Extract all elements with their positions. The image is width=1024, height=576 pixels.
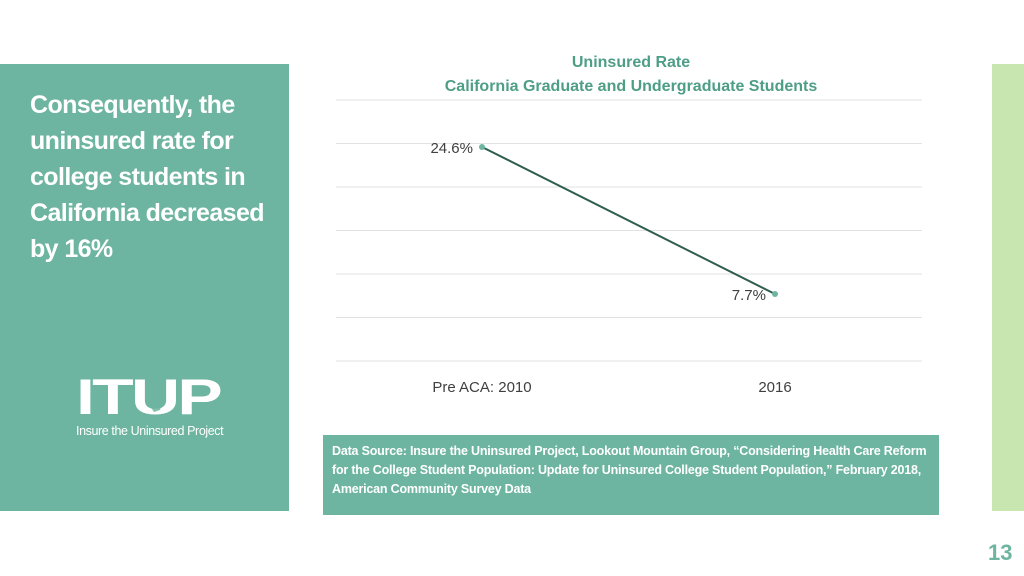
source-box: Data Source: Insure the Uninsured Projec… (323, 435, 939, 515)
page-number: 13 (988, 540, 1013, 565)
data-label: 7.7% (732, 287, 766, 304)
chart-title: Uninsured Rate (572, 54, 690, 71)
california-shape-icon (146, 378, 162, 412)
logo-tagline: Insure the Uninsured Project (76, 424, 224, 438)
source-text: Data Source: Insure the Uninsured Projec… (332, 444, 927, 496)
data-point (479, 143, 485, 150)
itup-logo: ITUP (76, 372, 223, 425)
data-point (772, 291, 778, 298)
chart-gridlines (336, 99, 922, 362)
chart-subtitle: California Graduate and Undergraduate St… (445, 78, 818, 95)
x-tick-label: 2016 (758, 379, 791, 396)
accent-bar (992, 64, 1024, 511)
x-tick-label: Pre ACA: 2010 (432, 379, 531, 396)
series-line (481, 146, 776, 295)
chart-x-axis: Pre ACA: 2010 2016 (432, 379, 791, 396)
left-panel (0, 64, 289, 511)
chart-series: 24.6% 7.7% (430, 140, 778, 304)
headline: Consequently, the uninsured rate for col… (30, 91, 265, 263)
data-label: 24.6% (430, 140, 473, 157)
